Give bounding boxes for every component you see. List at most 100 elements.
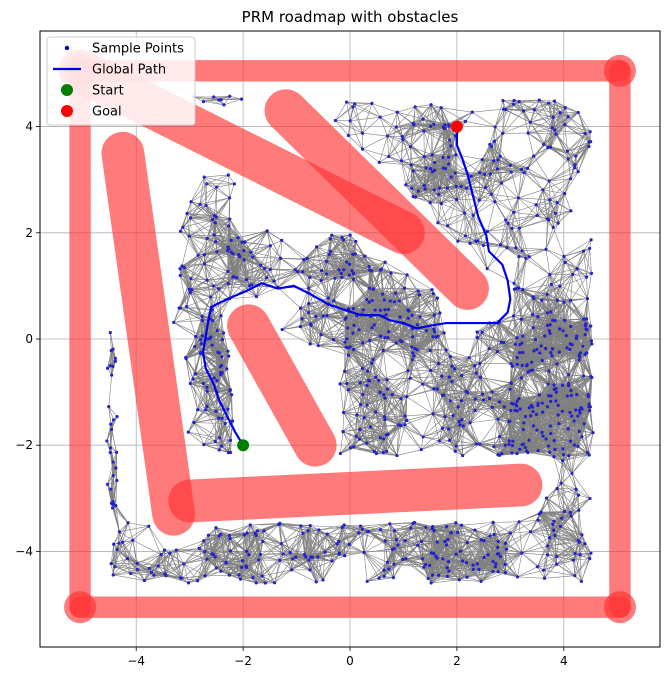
roadmap-edge <box>579 541 592 554</box>
roadmap-edge <box>211 553 217 569</box>
roadmap-edge <box>113 543 128 559</box>
roadmap-edge <box>215 527 231 539</box>
roadmap-edge <box>281 543 306 558</box>
roadmap-edge <box>308 530 328 535</box>
roadmap-edge <box>430 570 450 584</box>
roadmap-edge <box>292 533 304 559</box>
roadmap-edge <box>144 575 155 581</box>
roadmap-edge <box>230 535 257 552</box>
roadmap-edge <box>530 531 550 539</box>
roadmap-edge <box>327 533 339 542</box>
roadmap-edge <box>396 526 426 541</box>
roadmap-edge <box>380 529 386 542</box>
roadmap-edge <box>384 540 388 563</box>
roadmap-edge <box>110 563 114 576</box>
roadmap-edge <box>274 569 292 584</box>
roadmap-edge <box>358 532 365 553</box>
roadmap-edge <box>165 563 184 576</box>
roadmap-edge <box>110 540 134 564</box>
roadmap-edge <box>176 549 185 565</box>
roadmap-edge <box>556 554 581 557</box>
roadmap-edge <box>362 523 390 530</box>
roadmap-edge <box>127 522 149 527</box>
roadmap-edge <box>183 563 189 583</box>
roadmap-edge <box>164 563 184 575</box>
roadmap-edge <box>547 545 574 561</box>
roadmap-edge <box>474 522 494 531</box>
roadmap-edge <box>380 529 406 541</box>
roadmap-edge <box>300 525 328 535</box>
roadmap-edge <box>498 532 511 542</box>
roadmap-edge <box>324 544 350 553</box>
roadmap-edge <box>393 558 407 578</box>
roadmap-edge <box>579 543 586 555</box>
roadmap-edge <box>436 558 439 576</box>
roadmap-edge <box>199 527 217 549</box>
roadmap-edge <box>318 527 343 531</box>
roadmap-edge <box>455 553 474 570</box>
roadmap-edge <box>493 521 520 523</box>
roadmap-edge <box>199 548 208 560</box>
roadmap-edge <box>169 552 184 565</box>
roadmap-edge <box>252 560 280 578</box>
roadmap-edge <box>148 526 165 551</box>
roadmap-edge <box>556 563 575 576</box>
roadmap-edge <box>578 542 581 555</box>
roadmap-edge <box>113 531 120 545</box>
roadmap-edge <box>447 569 474 577</box>
roadmap-edge <box>584 543 592 554</box>
roadmap-edge <box>498 541 522 554</box>
roadmap-edge <box>425 527 432 554</box>
roadmap-edge <box>389 523 411 529</box>
roadmap-edge <box>307 530 326 553</box>
roadmap-edge <box>431 576 448 584</box>
roadmap-edge <box>230 550 259 561</box>
roadmap-edge <box>205 574 230 577</box>
roadmap-edge <box>549 537 557 565</box>
roadmap-edge <box>279 560 311 571</box>
roadmap-edge <box>199 548 206 576</box>
roadmap-edge <box>477 539 482 564</box>
roadmap-edge <box>537 563 557 568</box>
roadmap-edge <box>149 552 171 569</box>
roadmap-edge <box>360 523 390 527</box>
roadmap-edge <box>412 523 422 542</box>
roadmap-edge <box>326 533 340 554</box>
roadmap-edge <box>547 541 580 547</box>
roadmap-edge <box>367 577 394 582</box>
roadmap-edge <box>461 522 494 526</box>
roadmap-edge <box>389 523 397 540</box>
roadmap-edge <box>368 531 397 541</box>
roadmap-edge <box>384 540 393 550</box>
roadmap-edge <box>309 556 319 571</box>
roadmap-edge <box>282 553 311 571</box>
roadmap-edge <box>279 560 292 571</box>
roadmap-edge <box>274 558 293 583</box>
roadmap-edge <box>113 522 129 545</box>
roadmap-edge <box>423 561 449 568</box>
roadmap-edge <box>327 527 343 535</box>
roadmap-edge <box>344 524 361 527</box>
roadmap-edge <box>472 539 482 566</box>
roadmap-edge <box>581 534 592 554</box>
roadmap-edge <box>310 525 343 528</box>
roadmap-edge <box>389 523 395 549</box>
roadmap-edge <box>344 524 359 534</box>
roadmap-edge <box>394 523 414 532</box>
roadmap-edge <box>289 532 304 553</box>
roadmap-edge <box>220 524 251 535</box>
roadmap-edge <box>431 579 460 584</box>
roadmap-edge <box>481 522 494 541</box>
roadmap-edge <box>176 548 200 551</box>
roadmap-edge <box>547 545 557 565</box>
roadmap-edge <box>530 531 548 547</box>
roadmap-edge <box>574 554 581 576</box>
roadmap-edge <box>281 543 293 560</box>
roadmap-edge <box>160 554 181 579</box>
roadmap-edge <box>327 533 338 544</box>
roadmap-edge <box>137 549 165 564</box>
roadmap-edge <box>110 543 120 564</box>
roadmap-edge <box>183 558 208 565</box>
roadmap-edge <box>132 526 149 541</box>
